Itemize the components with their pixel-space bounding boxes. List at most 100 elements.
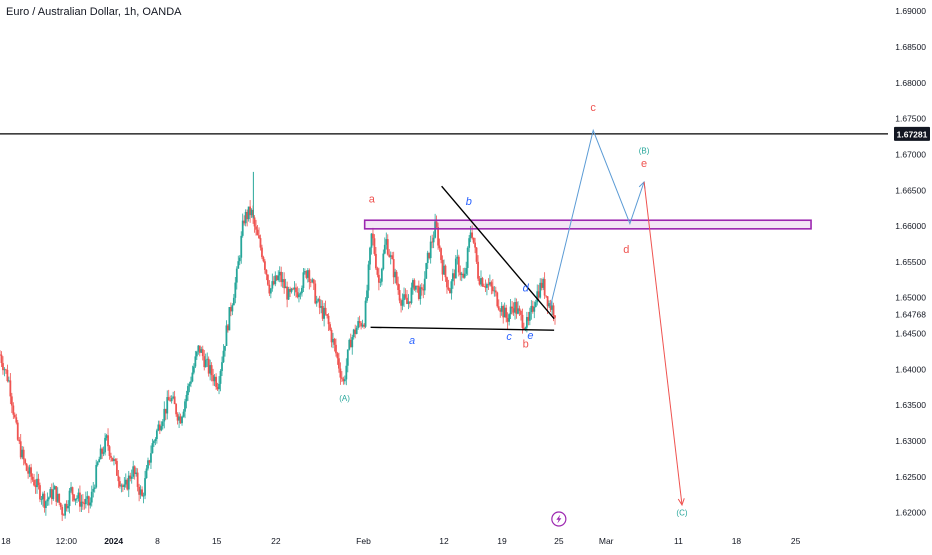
candle-body [243, 220, 246, 224]
candle-body [490, 282, 493, 287]
candle-body [278, 271, 281, 276]
candle-body [303, 271, 306, 273]
candle-body [410, 287, 413, 304]
candle-body [64, 504, 67, 516]
candle-body [86, 496, 89, 499]
candle-body [76, 498, 78, 500]
candle-body [275, 275, 278, 281]
candle-body [74, 498, 77, 501]
candle-body [413, 280, 416, 290]
candle-body [62, 514, 65, 516]
candle-body [296, 292, 299, 298]
candle-body [43, 493, 46, 509]
candle-body [280, 271, 283, 283]
candle-body [423, 278, 426, 291]
candle-body [216, 386, 219, 390]
candle-body [206, 358, 209, 360]
candle-body [330, 329, 333, 343]
candle-body [515, 302, 518, 314]
candle-body [52, 489, 55, 500]
candle-body [290, 288, 293, 292]
time-tick-label: 25 [554, 536, 564, 546]
candle-body [551, 305, 553, 310]
candle-body [314, 283, 317, 304]
candle-body [37, 478, 40, 486]
projection-path-bearish[interactable] [643, 181, 683, 505]
candle-body [5, 369, 7, 371]
candle-body [293, 287, 296, 290]
candle-body [179, 416, 182, 424]
candle-body [182, 411, 185, 417]
candle-body [155, 430, 158, 440]
candle-body [213, 376, 216, 382]
candle-body [15, 417, 18, 423]
level-price-tag[interactable] [894, 126, 930, 141]
time-tick-label: 19 [497, 536, 507, 546]
candle-body [486, 284, 488, 288]
candle-body [292, 288, 294, 290]
candle-body [394, 271, 397, 278]
candle-body [457, 256, 460, 273]
candle-body [361, 324, 364, 327]
candle-body [27, 470, 30, 474]
candle-body [499, 309, 502, 312]
candle-body [309, 282, 312, 283]
candle-body [406, 297, 408, 304]
candle-body [244, 211, 247, 224]
resistance-zone[interactable] [363, 219, 812, 230]
candle-body [412, 280, 414, 288]
candle-body [96, 462, 99, 465]
candle-body [438, 245, 441, 249]
candle-body [255, 226, 257, 230]
candle-body [232, 297, 235, 306]
candle-body [39, 485, 41, 500]
projection-path-bullish[interactable] [550, 128, 645, 306]
candle-body [342, 378, 345, 382]
candle-body [500, 305, 503, 312]
candle-body [363, 324, 365, 327]
candle-body [99, 448, 102, 460]
lightning-badge[interactable] [551, 511, 567, 527]
triangle-line-lower[interactable] [370, 326, 555, 331]
candle-body [9, 380, 12, 397]
candle-body [84, 498, 87, 505]
candle-body [352, 329, 355, 338]
candle-body [419, 287, 422, 299]
candle-body [354, 329, 357, 334]
candle-body [272, 281, 275, 285]
triangle-line-upper[interactable] [441, 185, 555, 320]
wave-label: (C) [676, 509, 687, 518]
candle-body [404, 294, 407, 298]
price-axis[interactable]: 1.69000 1.68500 1.68000 1.67500 1.67000 1.665… [888, 0, 932, 550]
candle-body [49, 489, 52, 498]
candle-body [367, 264, 370, 291]
time-tick-label: 8 [155, 536, 160, 546]
candle-body [478, 278, 481, 285]
candle-body [311, 279, 314, 283]
candle-body [460, 273, 463, 276]
candle-body [151, 443, 154, 454]
candle-body [395, 271, 398, 284]
time-tick-label: 12 [439, 536, 449, 546]
candle-body [175, 404, 178, 415]
chart-overlays [0, 128, 888, 507]
candle-body [228, 307, 231, 331]
candle-body [523, 327, 525, 330]
candle-body [358, 321, 361, 324]
candle-body [488, 282, 491, 285]
price-tick-label: 1.64000 [895, 364, 926, 374]
candle-body [496, 292, 499, 307]
candle-body [318, 299, 321, 308]
candle-body [176, 414, 179, 421]
time-axis[interactable]: 18 12:00 2024 8 15 22 Feb 12 19 25 Mar 11 18 25 [0, 530, 932, 550]
candle-body [386, 239, 389, 255]
candle-body [335, 344, 337, 354]
price-tick-label: 1.67000 [895, 149, 926, 159]
candle-body [117, 475, 120, 482]
candle-body [33, 479, 35, 486]
time-tick-label: 25 [791, 536, 801, 546]
candle-body [554, 315, 556, 318]
candle-body [391, 255, 394, 260]
candle-body [207, 358, 210, 374]
candle-body [400, 300, 402, 306]
